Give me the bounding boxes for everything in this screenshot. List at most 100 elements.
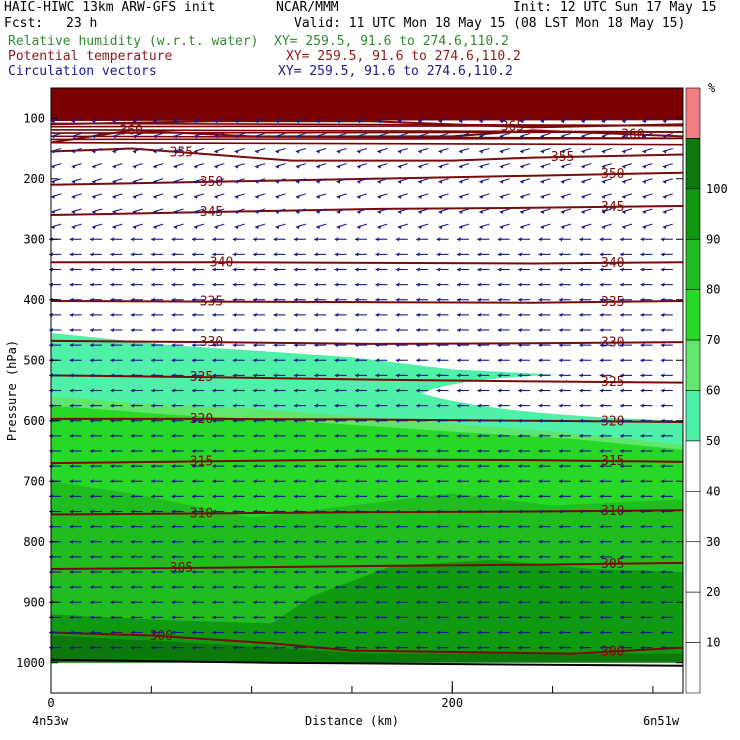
vector-head [255,134,260,139]
vector-head [518,585,523,590]
vector-head [130,494,135,499]
vector-head [273,449,278,453]
theta-label-330: 330 [200,335,223,350]
vector-head [191,297,196,302]
vector-head [151,615,156,620]
vector-head [130,615,135,620]
vector-head [456,343,461,348]
vector-head [275,194,280,199]
vector-head [69,343,74,348]
vector-head [273,524,278,529]
vector-head [436,479,441,484]
vector-head [640,570,645,574]
vector-head [355,358,359,363]
vector-head [499,134,504,139]
vector-head [497,464,502,469]
vector-head [436,600,441,605]
vector-head [499,149,504,154]
vector-head [314,328,319,332]
upper-contour-line [50,141,684,146]
vector-head [212,237,217,242]
vector-head [620,388,625,393]
vector-head [253,343,258,348]
vector-head [89,464,94,469]
vector-head [293,358,298,363]
vector-head [357,164,361,169]
vector-head [477,373,482,378]
vector-head [89,479,94,484]
vector-head [395,282,400,287]
vector-head [640,328,645,332]
vector-head [295,134,300,139]
vector-head [599,539,604,544]
vector-head [112,225,117,230]
vector-head [497,312,502,317]
vector-head [173,119,178,124]
vector-head [662,164,667,169]
vector-head [558,297,563,302]
vector-head [640,252,645,257]
vector-head [316,149,321,154]
vector-head [336,225,341,230]
vector-head [69,373,74,378]
vector-head [314,615,319,620]
vector-head [456,312,461,317]
fcst-label: Fcst: [4,16,44,31]
vector-head [334,343,339,348]
vector-head [518,615,523,620]
vector-head [477,645,482,650]
vector-head [110,524,115,529]
vector-head [234,119,239,124]
vector-head [558,554,563,559]
field-vectors-label: Circulation vectors [8,64,157,79]
vector-head [538,645,543,650]
vector-head [579,570,584,574]
vector-head [660,615,665,620]
vector-head [456,509,461,514]
vector-head [620,630,625,635]
vector-head [355,479,359,484]
vector-head [110,267,115,272]
vector-head [375,433,380,438]
vector-head [153,149,158,154]
vector-head [599,297,604,302]
vector-head [171,267,176,272]
vector-head [253,312,258,317]
vector-head [336,164,341,169]
vector-head [599,600,604,605]
vector-head [314,282,319,287]
vector-head [275,164,280,169]
vector-head [293,464,298,469]
vector-head [560,149,565,154]
vector-head [581,164,586,169]
vector-head [275,149,280,154]
vector-head [479,194,484,199]
x-start-location: 4n53w [32,714,69,728]
vector-head [214,134,219,139]
vector-head [232,585,237,590]
vector-head [357,149,361,154]
vector-head [601,225,606,230]
vector-head [151,524,156,529]
vector-head [477,343,482,348]
vector-head [477,630,482,635]
vector-head [640,554,645,559]
x-tick-label: 200 [441,696,463,710]
vector-head [436,585,441,590]
vector-head [69,449,74,453]
theta-contour-350 [50,171,684,186]
vector-head [232,539,237,544]
vector-head [334,509,339,514]
vector-head [212,433,217,438]
vector-head [151,645,156,650]
vector-head [395,615,400,620]
vector-head [112,149,117,154]
vector-head [273,343,278,348]
vector-head [193,210,198,214]
vector-head [171,373,176,378]
vector-head [212,252,217,257]
vector-head [416,358,421,363]
vector-head [191,570,196,574]
vector-head [579,252,584,257]
vector-head [520,149,525,154]
